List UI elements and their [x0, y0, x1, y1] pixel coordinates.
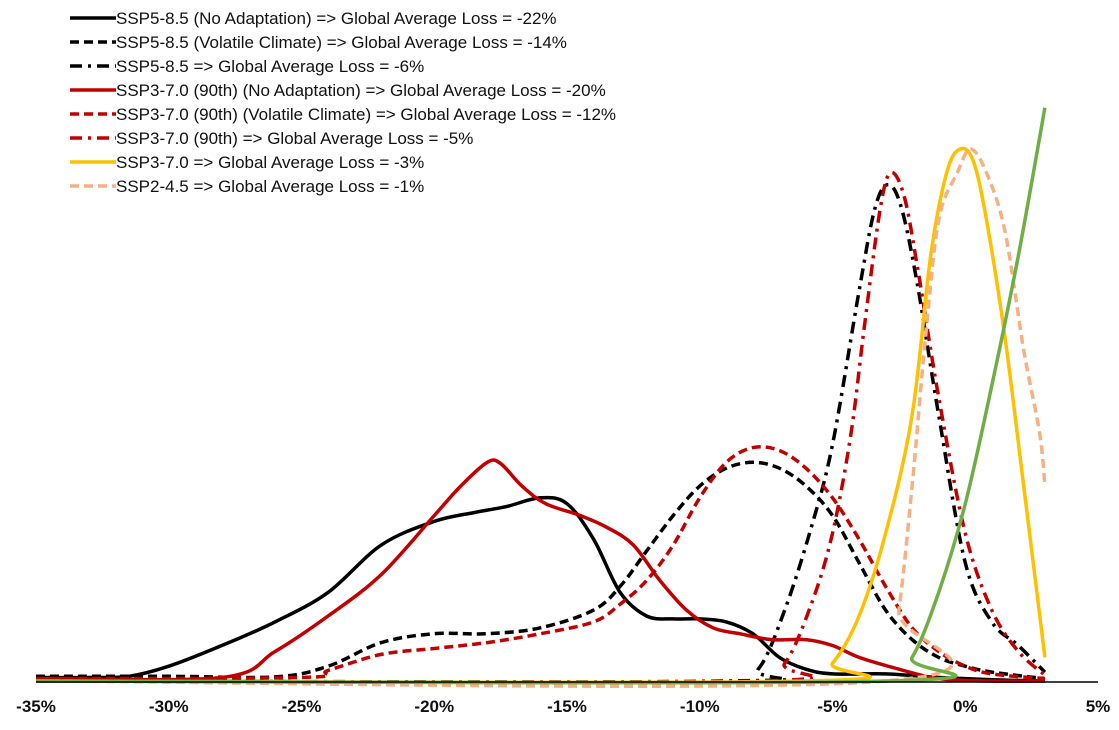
legend-label: SSP3-7.0 (90th) (Volatile Climate) => Gl… [116, 105, 616, 124]
x-tick-label: -10% [680, 697, 720, 716]
legend-label: SSP5-8.5 => Global Average Loss = -6% [116, 57, 424, 76]
series-line-7 [35, 146, 1047, 685]
series-line-8 [35, 147, 1047, 688]
legend-label: SSP5-8.5 (Volatile Climate) => Global Av… [116, 33, 567, 52]
x-tick-label: 0% [953, 697, 978, 716]
x-tick-label: -5% [817, 697, 847, 716]
series-line-1 [35, 495, 1045, 683]
legend: SSP5-8.5 (No Adaptation) => Global Avera… [70, 9, 616, 196]
legend-label: SSP3-7.0 (90th) (No Adaptation) => Globa… [116, 81, 606, 100]
series-line-3 [35, 182, 1047, 684]
x-tick-label: -30% [149, 697, 189, 716]
legend-label: SSP5-8.5 (No Adaptation) => Global Avera… [116, 9, 557, 28]
series-line-5 [35, 444, 1046, 681]
series-line-2 [35, 460, 1046, 681]
x-tick-label: -20% [414, 697, 454, 716]
x-tick-label: -25% [282, 697, 322, 716]
legend-label: SSP3-7.0 (90th) => Global Average Loss =… [116, 129, 473, 148]
x-tick-label: -15% [547, 697, 587, 716]
series-line-6 [35, 170, 1047, 685]
x-tick-label: -35% [16, 697, 56, 716]
x-tick-label: 5% [1086, 697, 1111, 716]
legend-label: SSP2-4.5 => Global Average Loss = -1% [116, 177, 424, 196]
series-line-4 [35, 458, 1045, 683]
x-axis-ticks: -35% -30% -25% -20% -15% -10% -5% 0% 5% [16, 697, 1110, 716]
legend-label: SSP3-7.0 => Global Average Loss = -3% [116, 153, 424, 172]
